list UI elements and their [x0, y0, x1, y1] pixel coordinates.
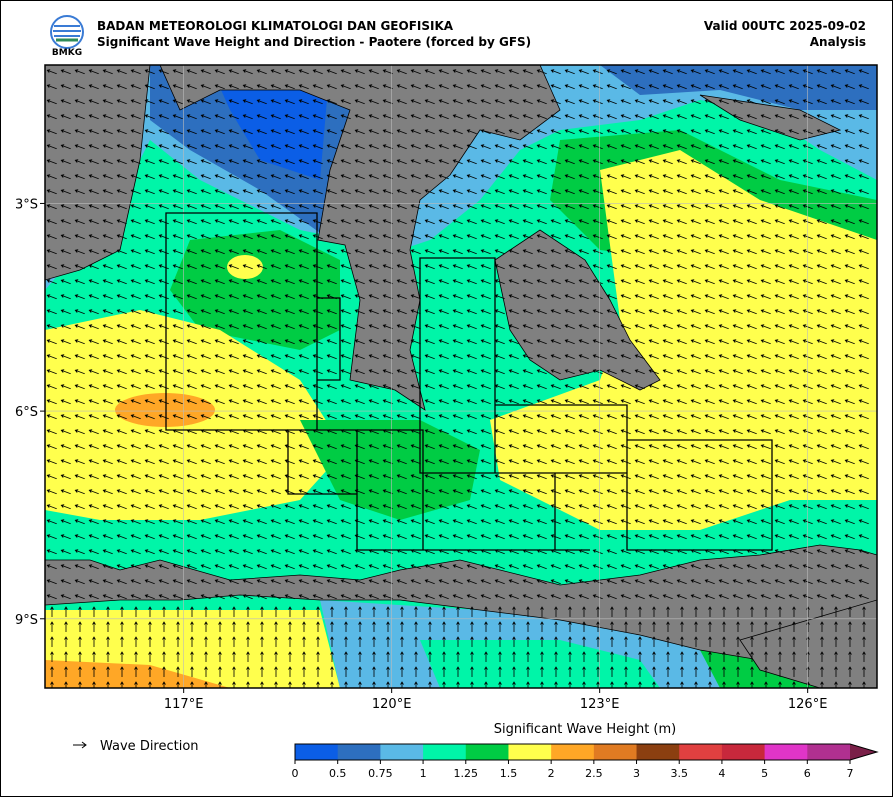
wave-arrows [46, 69, 869, 688]
legend-arrow-head [81, 741, 87, 749]
colorbar-segment [679, 744, 723, 760]
colorbar-segment [380, 744, 424, 760]
colorbar-tick-label: 3 [633, 767, 640, 780]
colorbar-tick-label: 2.5 [585, 767, 603, 780]
colorbar-outline [294, 743, 879, 761]
title: Significant Wave Height and Direction - … [97, 35, 531, 49]
colorbar-title: Significant Wave Height (m) [494, 722, 676, 737]
lat-label: 3°S [15, 197, 38, 212]
colorbar-segment [636, 744, 680, 760]
colorbar-tick-label: 0 [292, 767, 299, 780]
logo-text: BMKG [52, 48, 82, 58]
colorbar-segment [593, 744, 638, 760]
lon-label: 126°E [788, 697, 828, 712]
land-mass [45, 544, 877, 661]
logo: BMKG [50, 15, 84, 58]
wave-zone [210, 65, 330, 180]
colorbar-segment [764, 744, 808, 760]
colorbar-tick-label: 2 [548, 767, 555, 780]
lon-label: 117°E [164, 697, 204, 712]
colorbar-segment [721, 744, 766, 760]
wave-zone [170, 230, 340, 350]
colorbar-tick-label: 6 [804, 767, 811, 780]
colorbar-segment [423, 744, 467, 760]
agency: BADAN METEOROLOGI KLIMATOLOGI DAN GEOFIS… [97, 19, 454, 33]
colorbar-segment [337, 744, 381, 760]
colorbar-segment [465, 744, 509, 760]
logo-waves [53, 25, 81, 37]
map-border [44, 64, 878, 689]
land-mass [159, 65, 561, 411]
land [45, 65, 877, 688]
analysis: Analysis [810, 35, 866, 49]
valid-time: Valid 00UTC 2025-09-02 [704, 19, 866, 33]
colorbar-tick-label: 4 [718, 767, 725, 780]
colorbar-segment [551, 744, 595, 760]
wave-zone [490, 150, 877, 530]
colorbar-extend [850, 744, 877, 760]
colorbar-tick-label: 3.5 [670, 767, 688, 780]
colorbar-tick-label: 7 [847, 767, 854, 780]
colorbar-segment [508, 744, 552, 760]
legend-label: Wave Direction [100, 739, 199, 754]
colorbar-segment [295, 744, 339, 760]
map [45, 65, 877, 688]
lat-label: 9°S [15, 613, 38, 628]
colorbar-tick-label: 1.5 [500, 767, 518, 780]
forecast-zones [165, 212, 773, 551]
colorbar-tick-label: 5 [761, 767, 768, 780]
colorbar: 0 0.5 0.75 1 1.25 1.5 2 2.5 3 3.5 4 5 6 7 [292, 743, 879, 780]
colorbar-tick-label: 0.75 [368, 767, 393, 780]
land-mass [739, 599, 877, 688]
colorbar-tick-label: 1 [420, 767, 427, 780]
lon-label: 120°E [372, 697, 412, 712]
colorbar-tick-label: 1.25 [454, 767, 479, 780]
wave-zone [115, 393, 215, 427]
wave-zone [420, 640, 660, 688]
lon-label: 123°E [580, 697, 620, 712]
wave-zone [300, 420, 480, 520]
colorbar-tick-label: 0.5 [329, 767, 347, 780]
colorbar-segment [807, 744, 851, 760]
lat-label: 6°S [15, 405, 38, 420]
